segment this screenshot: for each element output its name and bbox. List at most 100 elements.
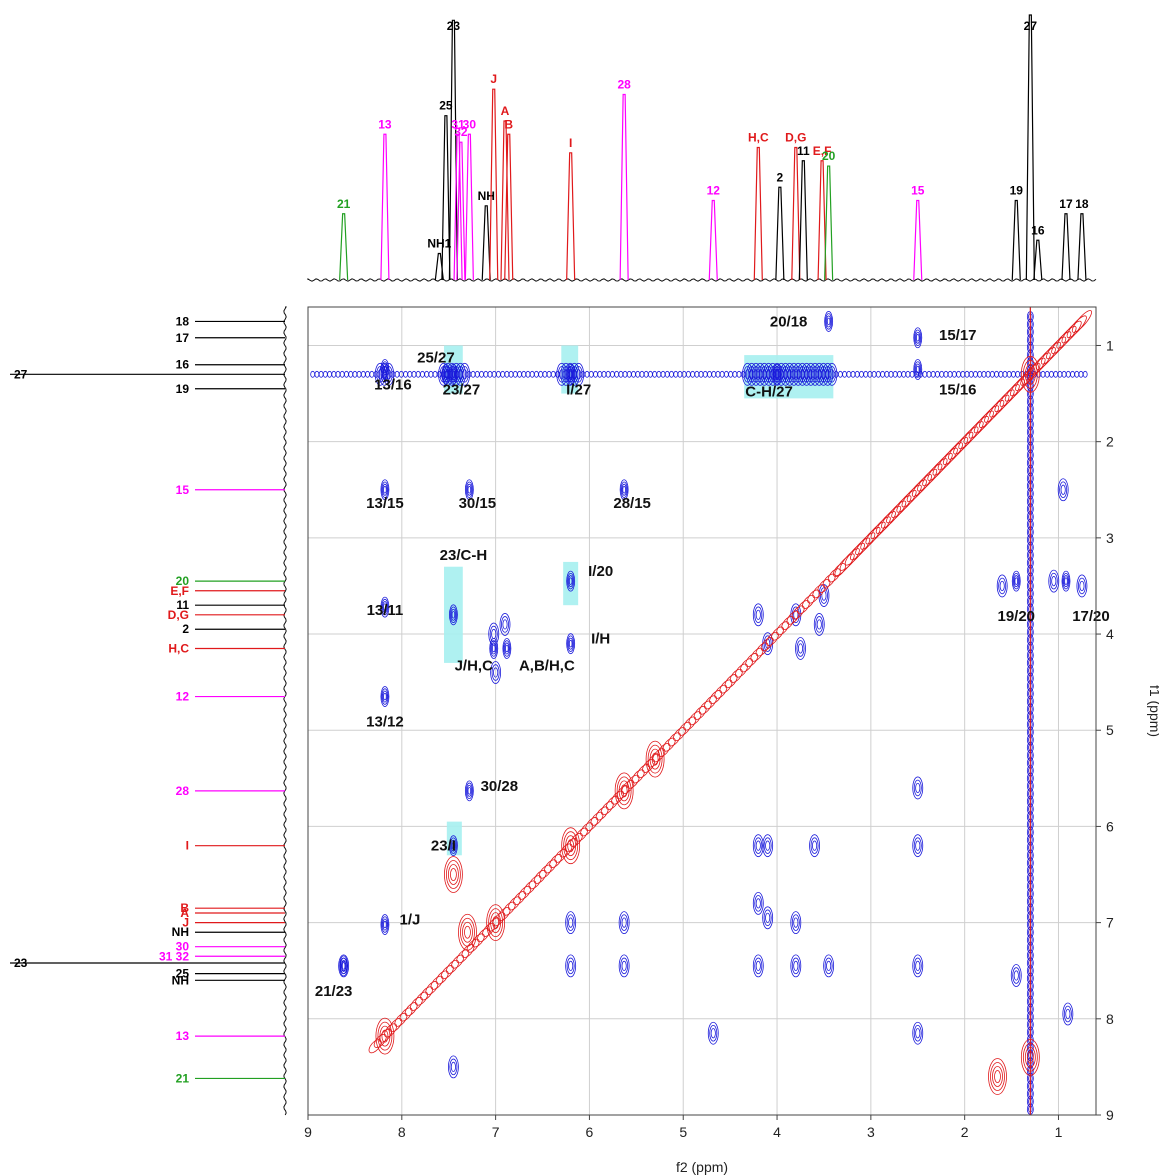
top-spectrum-peak <box>775 186 785 281</box>
diagonal-peak <box>444 856 463 893</box>
cross-peak-label: 25/27 <box>417 349 455 366</box>
cross-peak-contour <box>382 918 388 931</box>
region-contour <box>809 834 820 858</box>
region-contour <box>763 837 772 854</box>
region-contour <box>912 776 924 800</box>
top-spectrum-peak-label: 15 <box>911 184 925 198</box>
diagonal-contour <box>662 737 676 752</box>
cross-peak-contour <box>383 603 387 611</box>
diagonal-contour <box>834 553 855 577</box>
diagonal-contour <box>703 695 717 710</box>
cross-peak-contour <box>451 370 456 379</box>
region-contour <box>797 643 804 654</box>
cross-peak-contour <box>913 327 923 349</box>
side-spectrum-peak-label: B <box>180 901 189 915</box>
diagonal-peak <box>649 748 661 770</box>
top-spectrum-peak-label: 18 <box>1075 197 1089 211</box>
region-contour <box>755 960 761 972</box>
diagonal-contour <box>807 589 821 604</box>
diagonal-peak <box>375 1017 395 1055</box>
cross-peak-labels: 25/27 13/16 23/27 I/27 C-H/27 20/18 15/17 15/16… <box>315 313 1110 999</box>
top-spectrum-peak-label: 23 <box>447 19 461 33</box>
region-contour <box>791 914 800 931</box>
top-spectrum-peak <box>1025 14 1035 281</box>
cross-peak-contour <box>916 365 920 374</box>
region-contour <box>450 1061 456 1073</box>
region-contour <box>341 960 347 972</box>
cross-peak-contour <box>444 370 448 379</box>
cross-peak-contour <box>464 479 474 501</box>
diagonal-contour <box>786 610 800 625</box>
diagonal-contour <box>544 859 557 874</box>
side-spectrum-peak-label: J <box>182 916 189 930</box>
top-spectrum-peak <box>913 199 923 281</box>
cross-peak-label: 15/16 <box>939 382 977 399</box>
cross-peak-label: I/27 <box>566 381 591 398</box>
region-contour <box>762 834 774 858</box>
region-contour <box>815 616 824 633</box>
x-tick-label: 4 <box>773 1124 781 1140</box>
region-contour <box>491 628 497 640</box>
diagonal-contour <box>435 970 449 985</box>
x-tick-label: 1 <box>1055 1124 1063 1140</box>
cross-peak-contour <box>449 835 458 857</box>
diagonal-contour <box>616 785 630 800</box>
cross-peak-contour <box>451 841 456 850</box>
side-spectrum-peak-label: E,F <box>170 584 189 598</box>
region-contour <box>765 912 771 923</box>
region-contour <box>1065 1008 1071 1020</box>
cross-peak-contour <box>339 955 349 977</box>
side-spectrum-peak-label: 12 <box>176 690 190 704</box>
region-contour <box>710 1028 716 1039</box>
diagonal-contour <box>523 880 537 895</box>
cross-peak-contour <box>449 606 457 623</box>
diagonal-contour <box>631 769 645 784</box>
diagonal-contour <box>497 906 511 921</box>
x-tick-label: 3 <box>867 1124 875 1140</box>
region-contour <box>568 917 574 928</box>
side-spectrum-peak-label: 28 <box>176 784 190 798</box>
region-contour <box>752 954 764 978</box>
cross-peak-contour <box>915 363 921 376</box>
diagonal-contour <box>714 684 728 699</box>
cross-peak-contour <box>1061 570 1071 592</box>
side-spectrum-peak-label: 2 <box>182 622 189 636</box>
diagonal-contour <box>575 827 588 842</box>
x-tick-label: 9 <box>304 1124 312 1140</box>
region-contour <box>1010 964 1022 987</box>
cross-peak-contour <box>383 920 387 929</box>
cross-peak-contour <box>824 311 834 332</box>
region-contour <box>763 635 772 652</box>
cross-peak-contour <box>568 639 573 648</box>
diagonal-contour <box>740 658 754 673</box>
diagonal-contour <box>451 954 465 969</box>
region-contour <box>618 954 630 978</box>
region-contour <box>755 609 761 620</box>
cross-peak-contour <box>505 644 509 653</box>
top-spectrum-peak-label: 12 <box>707 184 721 198</box>
region-contour <box>765 840 771 851</box>
diagonal-contour <box>559 843 573 858</box>
cross-peak-contour <box>449 363 458 385</box>
region-contour <box>490 661 502 684</box>
region-contour <box>754 895 763 912</box>
top-spectrum-peak <box>448 19 459 281</box>
diagonal-contour <box>420 986 434 1001</box>
cross-peak-contour <box>490 640 498 657</box>
region-contour <box>566 914 575 931</box>
region-contour <box>339 957 348 975</box>
cross-peak-contour <box>619 479 629 501</box>
region-contour <box>621 960 627 972</box>
region-contour <box>491 664 500 681</box>
diagonal-contour <box>600 801 614 816</box>
top-spectrum-peak <box>339 213 349 281</box>
region-contour <box>790 954 802 978</box>
contour-27-stripe <box>574 366 583 383</box>
cross-peak-contour <box>381 916 389 933</box>
region-contour <box>791 957 800 975</box>
diagonal-contour <box>404 1002 418 1017</box>
cross-peak-contour <box>451 611 456 619</box>
cross-peak-contour <box>567 572 575 590</box>
cross-peak-contour <box>826 315 832 328</box>
